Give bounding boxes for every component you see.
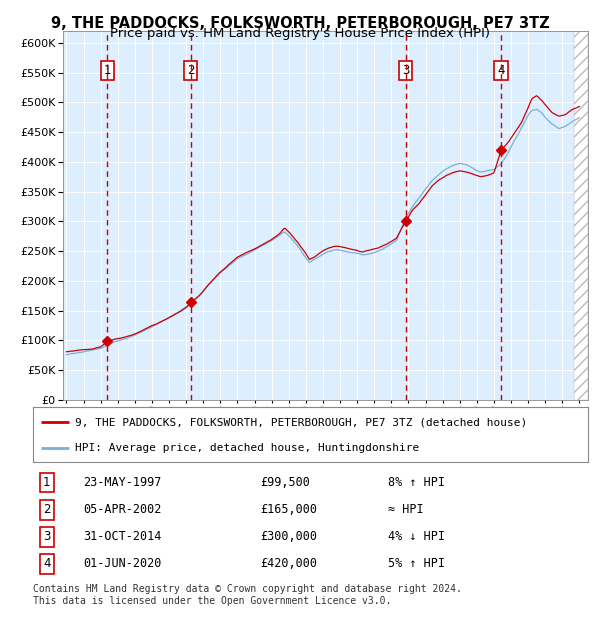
Text: 3: 3 (43, 530, 50, 543)
Text: 31-OCT-2014: 31-OCT-2014 (83, 530, 161, 543)
Text: Price paid vs. HM Land Registry's House Price Index (HPI): Price paid vs. HM Land Registry's House … (110, 27, 490, 40)
Text: 05-APR-2002: 05-APR-2002 (83, 503, 161, 516)
Text: HPI: Average price, detached house, Huntingdonshire: HPI: Average price, detached house, Hunt… (74, 443, 419, 453)
Text: 3: 3 (402, 64, 409, 78)
Text: 8% ↑ HPI: 8% ↑ HPI (388, 476, 445, 489)
Text: 01-JUN-2020: 01-JUN-2020 (83, 557, 161, 570)
Text: 9, THE PADDOCKS, FOLKSWORTH, PETERBOROUGH, PE7 3TZ: 9, THE PADDOCKS, FOLKSWORTH, PETERBOROUG… (50, 16, 550, 30)
Text: 4: 4 (43, 557, 50, 570)
Text: 5% ↑ HPI: 5% ↑ HPI (388, 557, 445, 570)
Text: ≈ HPI: ≈ HPI (388, 503, 424, 516)
Text: 1: 1 (43, 476, 50, 489)
Text: 9, THE PADDOCKS, FOLKSWORTH, PETERBOROUGH, PE7 3TZ (detached house): 9, THE PADDOCKS, FOLKSWORTH, PETERBOROUG… (74, 417, 527, 427)
Text: 23-MAY-1997: 23-MAY-1997 (83, 476, 161, 489)
Text: Contains HM Land Registry data © Crown copyright and database right 2024.
This d: Contains HM Land Registry data © Crown c… (33, 584, 462, 606)
Text: £99,500: £99,500 (260, 476, 310, 489)
Text: 4: 4 (497, 64, 505, 78)
Text: £420,000: £420,000 (260, 557, 317, 570)
Text: 4% ↓ HPI: 4% ↓ HPI (388, 530, 445, 543)
Bar (574, 31, 588, 400)
Text: 2: 2 (43, 503, 50, 516)
Text: £300,000: £300,000 (260, 530, 317, 543)
Text: £165,000: £165,000 (260, 503, 317, 516)
Text: 2: 2 (187, 64, 194, 78)
Text: 1: 1 (104, 64, 111, 78)
